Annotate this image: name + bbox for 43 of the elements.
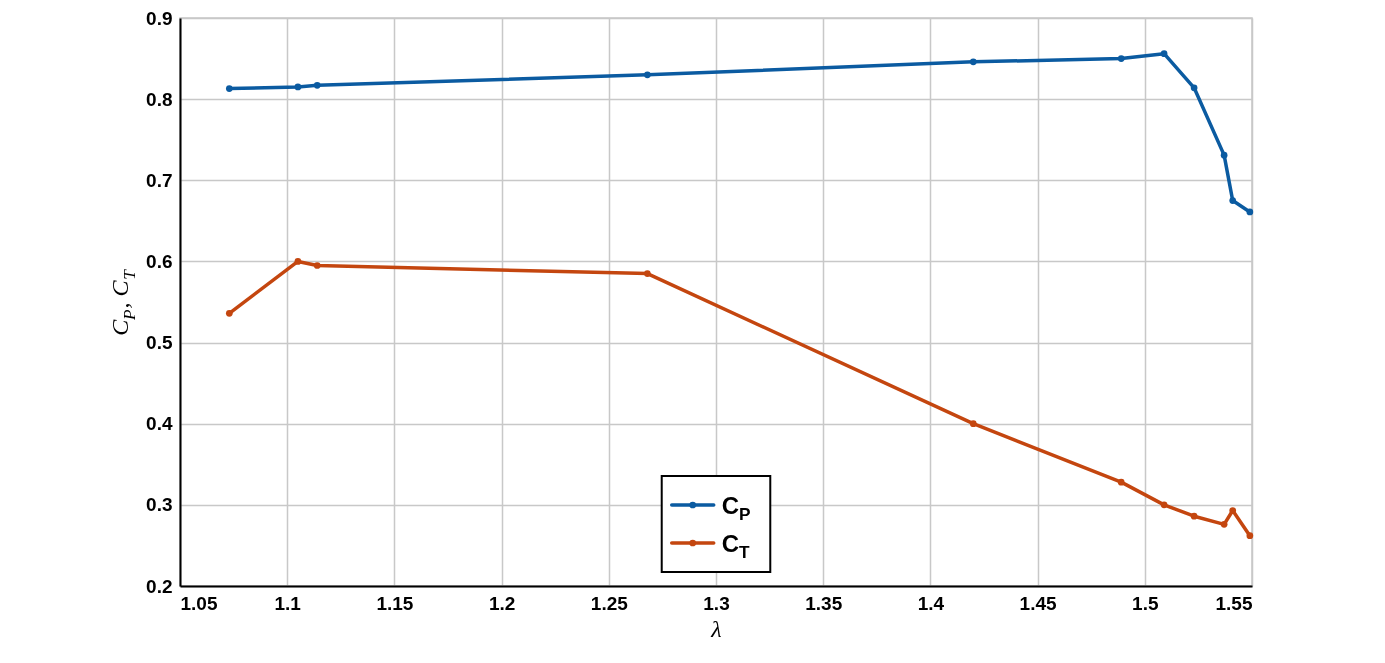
point xyxy=(1220,520,1228,528)
y-tick-label: 0.6 xyxy=(146,250,173,272)
point xyxy=(969,420,977,428)
point xyxy=(1160,501,1168,509)
x-tick-label: 1.45 xyxy=(1019,592,1058,614)
point xyxy=(294,258,302,265)
point xyxy=(1117,478,1125,486)
point xyxy=(644,71,651,79)
x-tick-label: 1.1 xyxy=(274,592,302,614)
point xyxy=(1229,197,1237,204)
point xyxy=(1220,151,1228,159)
x-tick-label: 1.55 xyxy=(1215,592,1253,614)
y-tick-label: 0.2 xyxy=(146,575,173,597)
x-tick-label: 1.3 xyxy=(703,592,730,614)
point xyxy=(1117,55,1125,62)
point xyxy=(644,270,651,277)
point xyxy=(1246,208,1254,216)
x-tick-label: 1.35 xyxy=(805,592,843,614)
point xyxy=(969,58,977,66)
x-tick-label: 1.2 xyxy=(488,592,516,614)
point xyxy=(313,82,321,89)
y-tick-label: 0.5 xyxy=(146,332,173,354)
x-tick-label: 1.25 xyxy=(590,592,629,614)
x-tick-label: 1.5 xyxy=(1132,592,1159,614)
point xyxy=(225,85,233,92)
y-axis-title: CP, CT xyxy=(107,268,139,336)
point xyxy=(313,262,321,269)
point xyxy=(294,83,302,91)
point xyxy=(1160,50,1168,58)
x-tick-label: 1.05 xyxy=(180,592,218,614)
y-tick-label: 0.4 xyxy=(146,413,173,435)
point xyxy=(1190,84,1198,92)
x-axis-title: λ xyxy=(710,615,722,642)
y-tick-label: 0.9 xyxy=(146,7,173,29)
x-tick-label: 1.15 xyxy=(376,592,414,614)
y-tick-label: 0.3 xyxy=(146,494,173,516)
y-tick-label: 0.8 xyxy=(146,88,173,110)
point xyxy=(1190,512,1198,520)
x-tick-label: 1.4 xyxy=(917,592,945,614)
point xyxy=(225,310,233,317)
point xyxy=(1229,507,1237,514)
point xyxy=(1246,532,1254,540)
y-tick-label: 0.7 xyxy=(146,169,173,191)
